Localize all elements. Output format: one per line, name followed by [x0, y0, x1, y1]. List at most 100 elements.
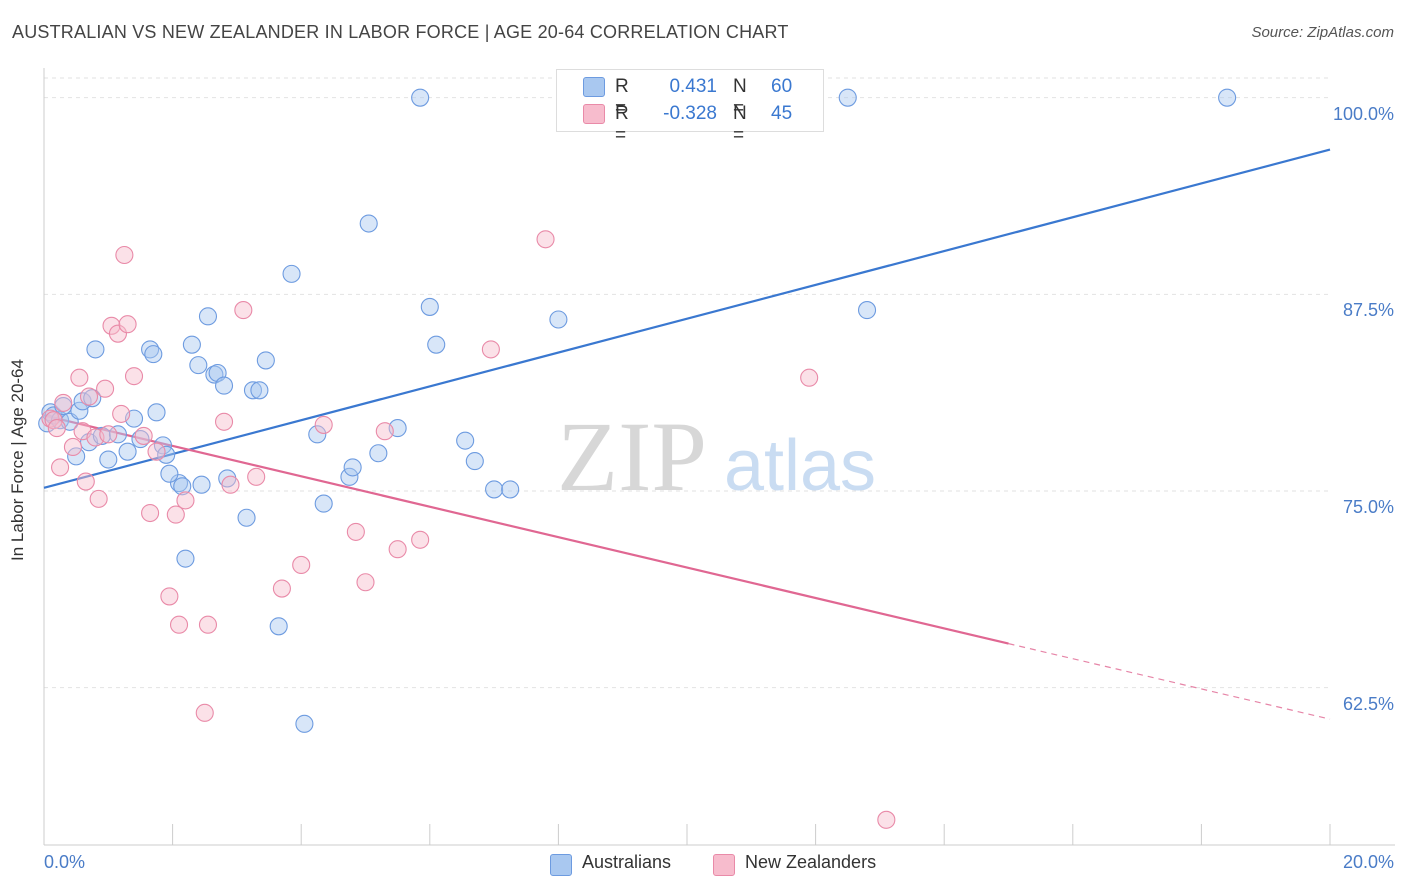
watermark-atlas: atlas — [724, 426, 876, 506]
point-australians — [269, 617, 288, 636]
point-new-zealanders — [247, 467, 266, 486]
point-australians — [465, 452, 484, 471]
legend-n-label: N = — [733, 76, 747, 119]
x-tick-label: 0.0% — [44, 852, 86, 872]
point-australians — [144, 345, 163, 364]
trend-line-extension — [1008, 643, 1331, 720]
bottom-legend-australians: Australians — [582, 852, 672, 872]
point-new-zealanders — [51, 458, 70, 477]
bottom-legend-new-zealanders: New Zealanders — [745, 852, 877, 872]
point-australians — [131, 430, 150, 449]
legend-n-value: 60 — [771, 76, 793, 97]
point-australians — [192, 475, 211, 494]
point-australians — [169, 474, 189, 493]
watermark: ZIP atlas — [557, 401, 876, 512]
y-tick-label: 62.5% — [1342, 693, 1394, 714]
y-tick-label: 75.0% — [1342, 497, 1394, 517]
axes — [43, 68, 1395, 846]
legend-r-label: R = — [615, 103, 629, 146]
point-australians — [173, 477, 192, 496]
point-australians — [182, 335, 201, 354]
point-new-zealanders — [141, 503, 160, 523]
point-new-zealanders — [536, 230, 555, 249]
point-australians — [108, 425, 127, 444]
point-new-zealanders — [375, 422, 394, 441]
point-australians — [308, 425, 327, 444]
point-new-zealanders — [234, 301, 253, 320]
point-australians — [250, 381, 269, 400]
point-new-zealanders — [76, 472, 95, 491]
point-new-zealanders — [160, 587, 179, 606]
point-new-zealanders — [169, 615, 189, 634]
point-australians — [70, 401, 89, 420]
point-new-zealanders — [108, 324, 127, 343]
point-australians — [427, 335, 446, 354]
point-new-zealanders — [176, 491, 195, 510]
point-australians — [237, 508, 256, 527]
point-australians — [92, 426, 111, 445]
point-new-zealanders — [112, 404, 131, 423]
point-new-zealanders — [134, 426, 153, 445]
source-label: Source: ZipAtlas.com — [1251, 24, 1394, 41]
point-new-zealanders — [115, 245, 134, 265]
point-australians — [340, 467, 359, 486]
point-australians — [485, 480, 504, 499]
point-australians — [198, 307, 218, 326]
bottom-legend-swatch-australians — [550, 854, 572, 876]
trend-lines — [43, 148, 1331, 720]
point-australians — [857, 301, 877, 320]
point-australians — [501, 480, 520, 499]
point-australians — [99, 450, 118, 469]
point-australians — [369, 444, 388, 463]
legend: R = 0.431 N = 60 R = -0.328 N = 45 — [556, 69, 824, 146]
point-australians — [343, 458, 362, 477]
point-new-zealanders — [346, 522, 365, 541]
point-new-zealanders — [221, 475, 240, 494]
point-australians — [1218, 88, 1237, 107]
point-new-zealanders — [314, 415, 333, 434]
legend-n-label: N = — [733, 103, 747, 146]
point-australians — [314, 494, 333, 513]
point-new-zealanders — [70, 368, 89, 387]
point-new-zealanders — [481, 340, 500, 359]
point-new-zealanders — [198, 615, 218, 634]
point-new-zealanders — [166, 505, 185, 524]
point-new-zealanders — [41, 409, 60, 428]
point-australians — [411, 88, 430, 107]
point-australians — [295, 714, 314, 733]
trend-line-new-zealanders — [43, 414, 1009, 645]
point-australians — [838, 88, 857, 107]
legend-r-value: -0.328 — [663, 103, 717, 124]
point-australians — [176, 549, 195, 568]
point-australians — [282, 264, 301, 283]
point-new-zealanders — [800, 368, 819, 387]
chart-title: AUSTRALIAN VS NEW ZEALANDER IN LABOR FOR… — [12, 22, 789, 42]
x-tick-label: 20.0% — [1342, 852, 1394, 872]
point-new-zealanders — [356, 573, 375, 592]
point-australians — [160, 464, 179, 483]
grid — [44, 77, 1330, 689]
point-australians — [189, 356, 208, 375]
point-new-zealanders — [79, 387, 99, 406]
legend-r-value: 0.431 — [669, 76, 717, 97]
legend-swatch-australians — [583, 77, 605, 97]
point-new-zealanders — [63, 437, 82, 456]
point-australians — [549, 310, 568, 329]
point-new-zealanders — [877, 810, 896, 829]
point-new-zealanders — [292, 555, 311, 574]
point-australians — [420, 297, 439, 316]
legend-swatch-new-zealanders — [583, 104, 605, 124]
point-new-zealanders — [388, 540, 407, 559]
trend-line-australians — [43, 148, 1331, 489]
point-new-zealanders — [118, 315, 137, 334]
point-australians — [256, 351, 275, 370]
point-new-zealanders — [195, 703, 214, 722]
point-australians — [147, 403, 166, 422]
point-new-zealanders — [411, 530, 430, 549]
point-australians — [86, 340, 105, 359]
point-australians — [83, 389, 102, 408]
point-australians — [359, 214, 378, 233]
point-new-zealanders — [47, 419, 66, 438]
point-new-zealanders — [124, 367, 144, 386]
